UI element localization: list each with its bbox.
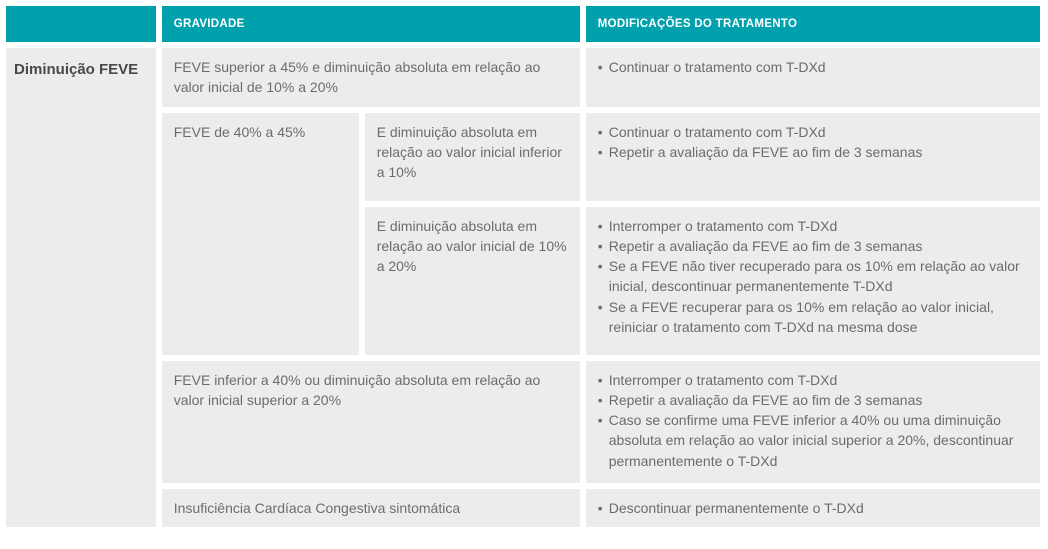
- treatment-list: Interromper o tratamento com T-DXdRepeti…: [598, 216, 1028, 338]
- treatment-bullet: Se a FEVE recuperar para os 10% em relaç…: [598, 297, 1028, 338]
- treatment-bullet: Repetir a avaliação da FEVE ao fim de 3 …: [598, 236, 1028, 257]
- header-cell-blank: [6, 6, 156, 42]
- treatment-list: Continuar o tratamento com T-DXdRepetir …: [598, 122, 1028, 163]
- treatment-bullet: Repetir a avaliação da FEVE ao fim de 3 …: [598, 390, 1028, 411]
- table-row: FEVE de 40% a 45% E diminuição absoluta …: [6, 112, 1040, 355]
- treatment-list: Continuar o tratamento com T-DXd: [598, 57, 1028, 78]
- gravidade-cell-r4: FEVE inferior a 40% ou diminuição absolu…: [161, 360, 580, 483]
- treatment-list: Interromper o tratamento com T-DXdRepeti…: [598, 370, 1028, 471]
- treatment-bullet: Continuar o tratamento com T-DXd: [598, 57, 1028, 78]
- treatment-cell-r2: Continuar o tratamento com T-DXdRepetir …: [585, 112, 1040, 201]
- treatment-bullet: Repetir a avaliação da FEVE ao fim de 3 …: [598, 142, 1028, 163]
- treatment-cell-r5: Descontinuar permanentemente o T-DXd: [585, 488, 1040, 527]
- table-row: Diminuição FEVE FEVE superior a 45% e di…: [6, 48, 1040, 527]
- header-row: GRAVIDADE MODIFICAÇÕES DO TRATAMENTO: [6, 6, 1040, 42]
- treatment-cell-r1: Continuar o tratamento com T-DXd: [585, 48, 1040, 107]
- treatment-bullet: Caso se confirme uma FEVE inferior a 40%…: [598, 410, 1028, 471]
- table-row: FEVE inferior a 40% ou diminuição absolu…: [6, 360, 1040, 483]
- gravidade-cell-r3-sub: E diminuição absoluta em relação ao valo…: [364, 206, 580, 355]
- treatment-bullet: Continuar o tratamento com T-DXd: [598, 122, 1028, 143]
- table-row: Insuficiência Cardíaca Congestiva sintom…: [6, 488, 1040, 527]
- table-row: E diminuição absoluta em relação ao valo…: [6, 206, 1040, 355]
- gravidade-cell-r1: FEVE superior a 45% e diminuição absolut…: [161, 48, 580, 107]
- treatment-cell-r4: Interromper o tratamento com T-DXdRepeti…: [585, 360, 1040, 483]
- row-group-label: Diminuição FEVE: [6, 48, 156, 527]
- gravidade-cell-r2-main: FEVE de 40% a 45%: [161, 112, 359, 355]
- treatment-bullet: Se a FEVE não tiver recuperado para os 1…: [598, 256, 1028, 297]
- treatment-list: Descontinuar permanentemente o T-DXd: [598, 498, 1028, 519]
- treatment-cell-r3: Interromper o tratamento com T-DXdRepeti…: [585, 206, 1040, 355]
- feve-dose-modification-table: GRAVIDADE MODIFICAÇÕES DO TRATAMENTO Dim…: [0, 0, 1046, 533]
- gravidade-cell-r5: Insuficiência Cardíaca Congestiva sintom…: [161, 488, 580, 527]
- header-cell-modificacoes: MODIFICAÇÕES DO TRATAMENTO: [585, 6, 1040, 42]
- header-cell-gravidade: GRAVIDADE: [161, 6, 580, 42]
- gravidade-cell-r2-sub: E diminuição absoluta em relação ao valo…: [364, 112, 580, 201]
- treatment-bullet: Interromper o tratamento com T-DXd: [598, 216, 1028, 237]
- treatment-bullet: Descontinuar permanentemente o T-DXd: [598, 498, 1028, 519]
- treatment-bullet: Interromper o tratamento com T-DXd: [598, 370, 1028, 391]
